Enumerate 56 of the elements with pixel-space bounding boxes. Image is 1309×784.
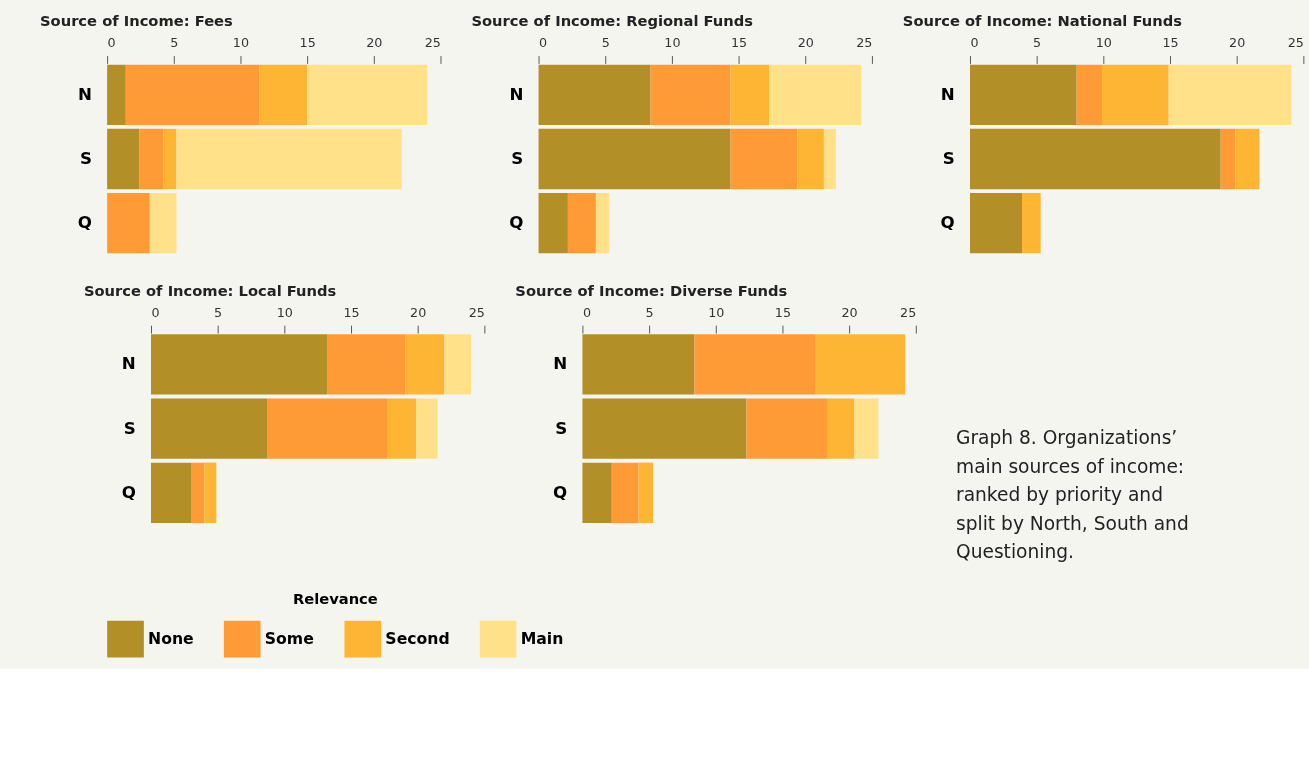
x-tick-label: 0 <box>151 304 160 320</box>
x-tick-label: 5 <box>601 35 610 51</box>
x-tick-label: 15 <box>730 35 748 51</box>
y-tick-label: N <box>940 84 955 104</box>
chart-title: Source of Income: Fees <box>40 12 234 30</box>
chart-title: Source of Income: Regional Funds <box>471 12 754 30</box>
legend-title: Relevance <box>292 589 378 607</box>
x-tick-label: 15 <box>343 304 360 320</box>
y-tick-label: N <box>77 84 92 104</box>
x-tick-label: 20 <box>1229 35 1246 51</box>
y-tick-label: Q <box>940 213 955 233</box>
x-tick-label: 0 <box>970 35 979 51</box>
y-tick-label: Q <box>77 213 92 233</box>
x-tick-label: 5 <box>1033 35 1042 51</box>
legend-label: None <box>148 629 194 648</box>
x-tick-label: 0 <box>582 304 592 320</box>
x-tick-label: 15 <box>1162 35 1179 51</box>
x-tick-label: 20 <box>841 304 858 320</box>
x-tick-label: 20 <box>797 35 814 51</box>
x-tick-label: 5 <box>170 35 179 51</box>
x-tick-label: 0 <box>539 35 548 51</box>
x-tick-label: 15 <box>299 35 316 51</box>
x-tick-label: 10 <box>708 304 725 320</box>
chart-title: Source of Income: National Funds <box>902 12 1183 30</box>
x-tick-label: 0 <box>107 35 116 51</box>
y-tick-label: S <box>79 148 92 168</box>
y-tick-label: N <box>509 84 524 104</box>
x-tick-label: 25 <box>856 35 873 51</box>
y-tick-label: Q <box>553 482 568 502</box>
chart-title: Source of Income: Local Funds <box>83 281 337 299</box>
y-tick-label: S <box>942 148 955 168</box>
caption: Graph 8. Organizations’ main sources of income: ranked by priority and split by North, South and Questioning. <box>956 427 1189 563</box>
x-tick-label: 20 <box>410 304 427 320</box>
y-tick-label: Q <box>509 213 524 233</box>
x-tick-label: 15 <box>774 304 792 320</box>
y-tick-label: S <box>123 418 136 438</box>
x-tick-label: 20 <box>366 35 383 51</box>
y-tick-label: N <box>121 354 136 374</box>
y-tick-label: S <box>555 418 568 438</box>
x-tick-label: 25 <box>468 304 485 320</box>
x-tick-label: 5 <box>645 304 654 320</box>
legend-label: Main <box>520 629 564 648</box>
y-tick-label: N <box>553 354 568 374</box>
x-tick-label: 25 <box>424 35 441 51</box>
x-tick-label: 5 <box>214 304 223 320</box>
x-tick-label: 10 <box>232 35 250 51</box>
y-tick-label: S <box>511 148 524 168</box>
x-tick-label: 25 <box>900 304 917 320</box>
x-tick-label: 25 <box>1287 35 1304 51</box>
x-tick-label: 10 <box>1095 35 1112 51</box>
y-tick-label: Q <box>121 482 136 502</box>
chart-title: Source of Income: Diverse Funds <box>515 281 788 299</box>
legend-label: Second <box>385 629 450 648</box>
x-tick-label: 10 <box>276 304 293 320</box>
x-tick-label: 10 <box>664 35 681 51</box>
legend-label: Some <box>264 629 314 648</box>
